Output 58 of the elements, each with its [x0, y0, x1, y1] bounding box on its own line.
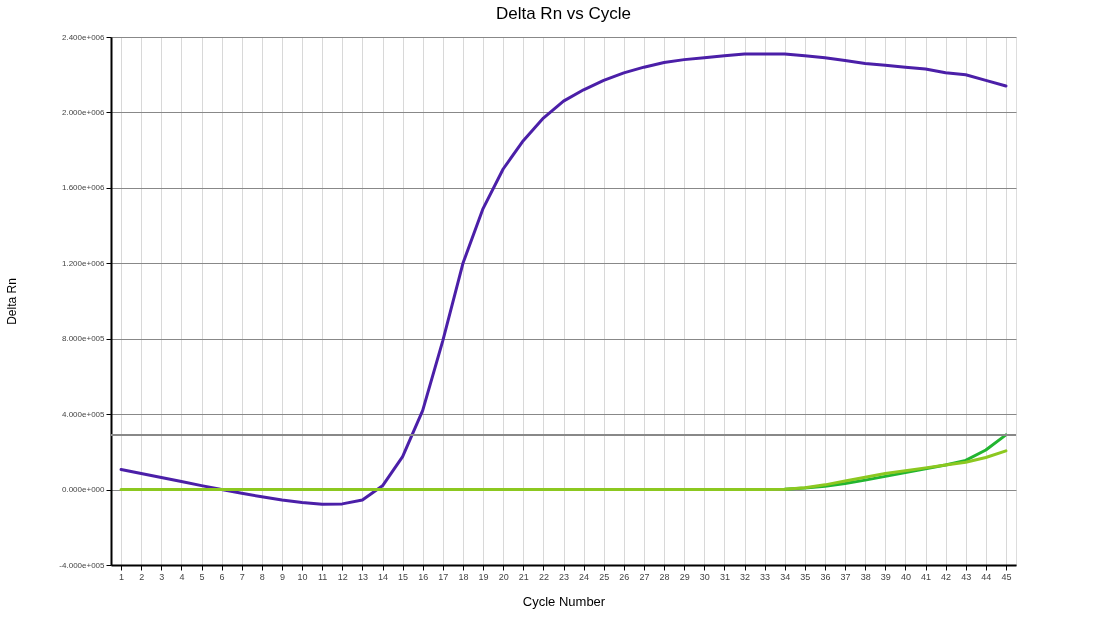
- x-tick-label: 5: [199, 571, 205, 582]
- x-tick-label: 44: [981, 571, 992, 582]
- x-tick-label: 7: [239, 571, 245, 582]
- x-tick-label: 15: [398, 571, 409, 582]
- x-tick-label: 11: [317, 571, 328, 582]
- x-tick-label: 27: [639, 571, 650, 582]
- x-tick-label: 18: [458, 571, 469, 582]
- chart-title: Delta Rn vs Cycle: [495, 4, 632, 23]
- line-series: [119, 52, 1008, 506]
- x-tick-label: 8: [259, 571, 265, 582]
- x-tick-label: 28: [659, 571, 670, 582]
- line-series: [119, 449, 1008, 492]
- x-tick-label: 34: [780, 571, 791, 582]
- x-tick-label: 1: [119, 571, 125, 582]
- x-tick-label: 10: [297, 571, 308, 582]
- y-tick-label: 0.000e+000: [62, 485, 106, 495]
- x-tick-label: 31: [719, 571, 730, 582]
- x-tick-label: 2: [139, 571, 145, 582]
- x-tick-label: 45: [1001, 571, 1012, 582]
- x-tick-label: 43: [961, 571, 972, 582]
- x-tick-label: 13: [357, 571, 368, 582]
- x-tick-label: 29: [679, 571, 690, 582]
- x-tick-label: 32: [739, 571, 751, 582]
- y-tick-label: -4.000e+005: [59, 560, 106, 570]
- x-tick-label: 16: [418, 571, 429, 582]
- x-tick-label: 22: [538, 571, 549, 582]
- x-tick-label: 25: [599, 571, 610, 582]
- x-tick-label: 41: [920, 571, 932, 582]
- y-tick-label: 8.000e+005: [62, 334, 106, 344]
- x-tick-label: 3: [159, 571, 165, 582]
- x-tick-label: 24: [579, 571, 590, 582]
- x-tick-label: 33: [760, 571, 771, 582]
- x-tick-label: 30: [699, 571, 710, 582]
- x-tick-label: 17: [438, 571, 449, 582]
- x-tick-label: 35: [800, 571, 811, 582]
- x-tick-label: 26: [619, 571, 630, 582]
- x-tick-label: 20: [498, 571, 509, 582]
- x-tick-label: 39: [880, 571, 891, 582]
- y-tick-label: 2.400e+006: [62, 32, 106, 42]
- x-tick-label: 40: [900, 571, 911, 582]
- x-tick-label: 37: [840, 571, 851, 582]
- x-tick-label: 4: [179, 571, 185, 582]
- y-tick-label: 2.000e+006: [62, 107, 106, 117]
- y-tick-label: 1.200e+006: [62, 258, 106, 268]
- y-tick-label: 4.000e+005: [62, 409, 106, 419]
- x-tick-label: 14: [377, 571, 389, 582]
- x-tick-label: 6: [219, 571, 225, 582]
- x-tick-label: 9: [279, 571, 285, 582]
- x-tick-label: 12: [337, 571, 348, 582]
- x-tick-label: 38: [860, 571, 871, 582]
- x-tick-label: 19: [478, 571, 489, 582]
- x-tick-label: 42: [941, 571, 952, 582]
- y-axis-title: Delta Rn: [5, 278, 20, 325]
- x-tick-label: 36: [820, 571, 831, 582]
- x-axis-title: Cycle Number: [522, 593, 606, 609]
- y-tick-label: 1.600e+006: [62, 183, 106, 193]
- x-tick-label: 21: [518, 571, 529, 582]
- x-tick-label: 23: [558, 571, 570, 582]
